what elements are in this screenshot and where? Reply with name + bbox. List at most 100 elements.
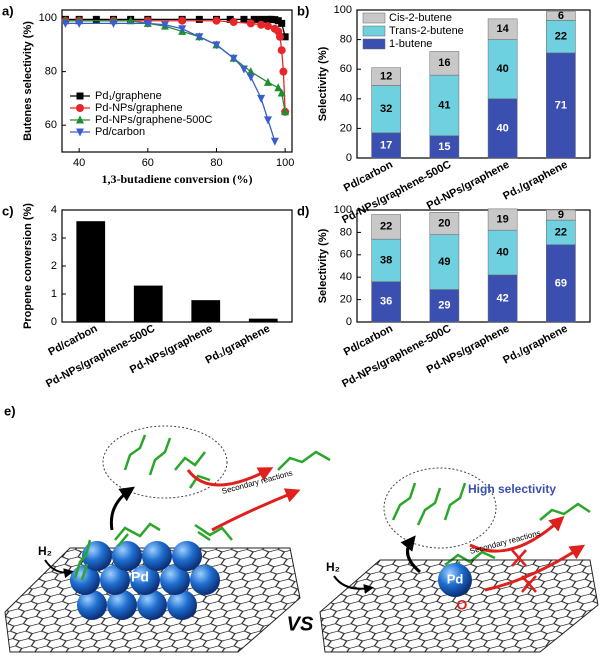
arrow bbox=[211, 488, 301, 532]
marker bbox=[246, 67, 255, 76]
marker bbox=[277, 88, 286, 97]
value-label: 20 bbox=[438, 217, 450, 229]
arrow bbox=[333, 575, 374, 594]
x-axis-title: 1,3-butadiene conversion (%) bbox=[102, 172, 253, 186]
marker bbox=[212, 16, 221, 25]
marker bbox=[277, 46, 286, 55]
plot-frame bbox=[356, 209, 591, 323]
bar bbox=[76, 221, 106, 322]
value-label: 17 bbox=[380, 139, 392, 151]
panel-label: b) bbox=[297, 3, 309, 18]
butene-molecules bbox=[73, 434, 496, 581]
x-tick-label: Pd₁/graphene bbox=[501, 323, 569, 367]
bar-segment bbox=[487, 18, 518, 40]
h2-label: H₂ bbox=[326, 560, 340, 574]
bar-segment bbox=[487, 98, 518, 159]
x-tick-label: Pd-NPs/graphene-500C bbox=[44, 323, 157, 391]
marker bbox=[195, 33, 204, 42]
high-selectivity-label: High selectivity bbox=[468, 482, 556, 496]
product-ellipse bbox=[102, 425, 228, 499]
marker bbox=[76, 92, 84, 100]
x-tick-label: Pd-NPs/graphene-500C bbox=[340, 323, 453, 391]
marker bbox=[92, 15, 100, 23]
bar-segment bbox=[371, 67, 401, 86]
y-tick-label: 100 bbox=[39, 12, 57, 24]
bar-segment bbox=[546, 244, 576, 323]
bar bbox=[191, 300, 221, 322]
value-label: 16 bbox=[438, 57, 450, 69]
panel-label: c) bbox=[2, 203, 14, 218]
pd-nanoparticle bbox=[70, 541, 220, 620]
pd-label: Pd bbox=[447, 571, 464, 586]
pd-label: Pd bbox=[131, 569, 149, 585]
marker bbox=[263, 116, 272, 125]
y-tick-label: 2 bbox=[51, 260, 57, 272]
marker bbox=[246, 19, 255, 28]
marker bbox=[229, 54, 238, 63]
y-axis-title: Propene conversion (%) bbox=[22, 203, 34, 329]
marker bbox=[250, 15, 258, 23]
y-tick-label: 1 bbox=[51, 288, 57, 300]
y-tick-label: 100 bbox=[334, 204, 352, 216]
y-tick-label: 0 bbox=[51, 316, 57, 328]
panel-label: d) bbox=[297, 203, 309, 218]
bar-segment bbox=[429, 74, 460, 137]
legend-label: Pd/carbon bbox=[95, 126, 145, 138]
value-label: 40 bbox=[497, 246, 509, 258]
legend-label: 1-butene bbox=[389, 38, 432, 50]
bar-segment bbox=[371, 85, 401, 134]
h2-label: H₂ bbox=[38, 544, 52, 558]
x-tick-label: Pd₁/graphene bbox=[501, 159, 569, 203]
value-label: 12 bbox=[380, 71, 392, 83]
marker bbox=[226, 15, 234, 23]
value-label: 40 bbox=[497, 63, 509, 75]
bar-segment bbox=[546, 209, 576, 221]
marker bbox=[246, 73, 255, 82]
value-label: 22 bbox=[555, 226, 567, 238]
legend-label: Pd₁/graphene bbox=[95, 90, 162, 102]
bar-segment bbox=[429, 51, 460, 76]
marker bbox=[229, 18, 238, 27]
product-ellipse bbox=[383, 467, 497, 549]
marker bbox=[143, 19, 152, 28]
marker bbox=[270, 137, 279, 146]
value-label: 6 bbox=[558, 10, 564, 22]
legend-label: Trans-2-butene bbox=[389, 25, 464, 37]
marker bbox=[126, 16, 135, 25]
marker bbox=[257, 94, 266, 103]
marker bbox=[178, 25, 187, 34]
arrow bbox=[400, 535, 421, 574]
value-label: 40 bbox=[497, 122, 509, 134]
bar-segment bbox=[429, 289, 460, 323]
marker bbox=[257, 15, 265, 23]
legend-swatch bbox=[362, 25, 386, 37]
value-label: 71 bbox=[555, 99, 567, 111]
bar bbox=[248, 318, 278, 322]
arrow bbox=[109, 486, 135, 531]
y-tick-label: 60 bbox=[340, 63, 352, 75]
legend-label: Pd-NPs/graphene-500C bbox=[95, 114, 212, 126]
marker bbox=[281, 107, 290, 116]
value-label: 9 bbox=[558, 209, 564, 221]
value-label: 15 bbox=[438, 141, 450, 153]
value-label: 49 bbox=[438, 256, 450, 268]
y-tick-label: 40 bbox=[340, 271, 352, 283]
panel-label: e) bbox=[4, 403, 16, 418]
y-tick-label: 80 bbox=[340, 226, 352, 238]
bar-segment bbox=[487, 39, 518, 100]
butane bbox=[539, 502, 591, 521]
marker bbox=[212, 41, 221, 50]
bar-segment bbox=[429, 211, 460, 235]
bar-segment bbox=[546, 52, 576, 159]
arrow bbox=[469, 515, 565, 553]
marker bbox=[61, 19, 70, 28]
y-axis-title: Selectivity (%) bbox=[317, 46, 329, 121]
marker bbox=[275, 32, 284, 41]
marker bbox=[281, 33, 289, 41]
plot-frame bbox=[356, 9, 591, 159]
bar-segment bbox=[546, 20, 576, 54]
x-tick-label: Pd₁/graphene bbox=[204, 323, 272, 367]
value-label: 22 bbox=[555, 31, 567, 43]
x-tick-label: 100 bbox=[276, 157, 294, 169]
y-tick-label: 0 bbox=[346, 316, 352, 328]
